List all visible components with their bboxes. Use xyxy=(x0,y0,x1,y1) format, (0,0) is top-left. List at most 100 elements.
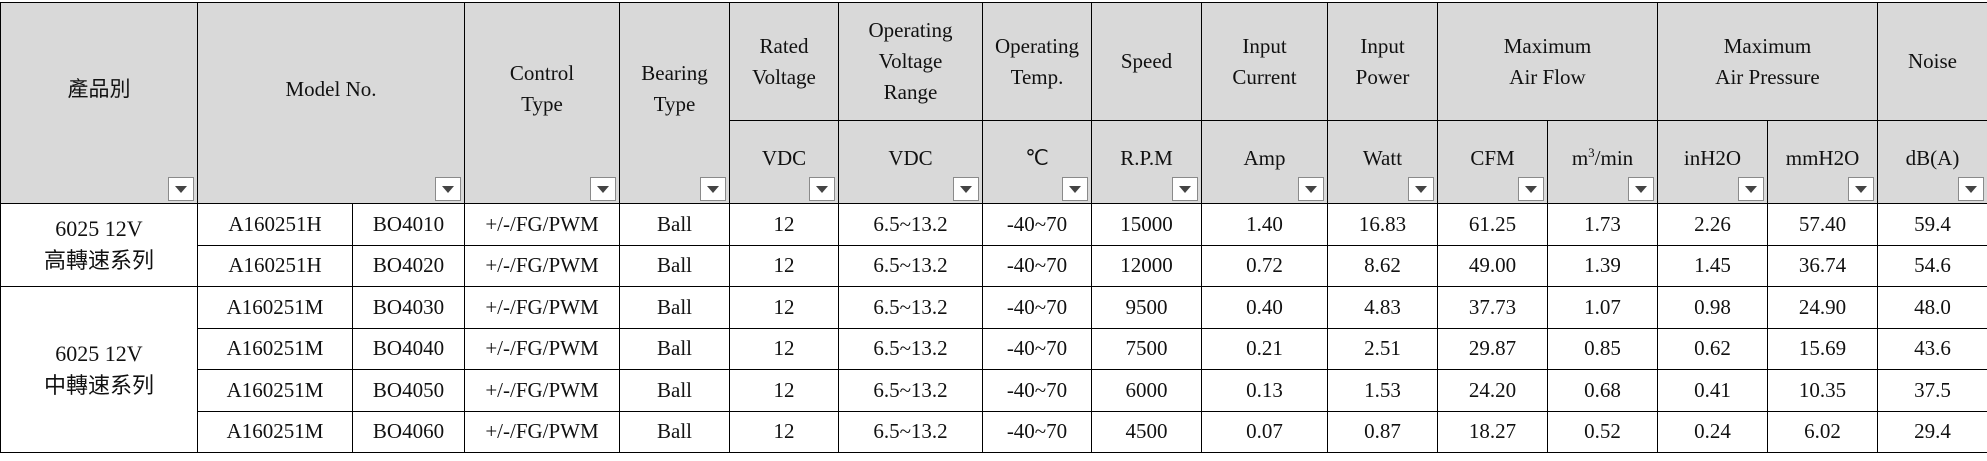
filter-dropdown-button[interactable] xyxy=(1062,177,1088,201)
cell-rated-voltage: 12 xyxy=(729,410,839,453)
dropdown-arrow-icon xyxy=(442,185,454,193)
cell-noise: 43.6 xyxy=(1877,327,1987,370)
unit-input-current: Amp xyxy=(1201,120,1328,204)
cell-temp: -40~70 xyxy=(982,327,1092,370)
cell-part: BO4050 xyxy=(352,369,465,412)
filter-dropdown-button[interactable] xyxy=(953,177,979,201)
unit-noise: dB(A) xyxy=(1877,120,1987,204)
dropdown-arrow-icon xyxy=(816,185,828,193)
cell-model: A160251H xyxy=(197,203,353,246)
cell-speed: 15000 xyxy=(1091,203,1202,246)
unit-input-power: Watt xyxy=(1327,120,1438,204)
series-cell: 6025 12V 高轉速系列 xyxy=(0,203,198,287)
table-row: A160251M BO4040 +/-/FG/PWM Ball 12 6.5~1… xyxy=(1,327,1987,370)
filter-dropdown-button[interactable] xyxy=(435,177,461,201)
cell-part: BO4030 xyxy=(352,286,465,329)
filter-dropdown-button[interactable] xyxy=(1628,177,1654,201)
cell-current: 0.13 xyxy=(1201,369,1328,412)
cell-bearing: Ball xyxy=(619,327,730,370)
filter-dropdown-button[interactable] xyxy=(590,177,616,201)
unit-rated-voltage: VDC xyxy=(729,120,839,204)
cell-inh2o: 0.24 xyxy=(1657,410,1768,453)
filter-dropdown-button[interactable] xyxy=(1738,177,1764,201)
cell-control-type: +/-/FG/PWM xyxy=(464,369,620,412)
cell-temp: -40~70 xyxy=(982,410,1092,453)
filter-dropdown-button[interactable] xyxy=(1408,177,1434,201)
cell-part: BO4020 xyxy=(352,244,465,287)
cell-mmh2o: 36.74 xyxy=(1767,244,1878,287)
cell-temp: -40~70 xyxy=(982,286,1092,329)
unit-pressure-inh2o: inH2O xyxy=(1657,120,1768,204)
cell-rated-voltage: 12 xyxy=(729,369,839,412)
cell-cfm: 49.00 xyxy=(1437,244,1548,287)
cell-current: 1.40 xyxy=(1201,203,1328,246)
spec-table: 產品別 Model No. Control Type Bearing Type Ra… xyxy=(0,2,1987,453)
cell-voltage-range: 6.5~13.2 xyxy=(838,244,983,287)
filter-dropdown-button[interactable] xyxy=(700,177,726,201)
cell-bearing: Ball xyxy=(619,203,730,246)
header-bearing-type: Bearing Type xyxy=(619,2,730,204)
cell-speed: 9500 xyxy=(1091,286,1202,329)
cell-cfm: 29.87 xyxy=(1437,327,1548,370)
cell-current: 0.72 xyxy=(1201,244,1328,287)
filter-dropdown-button[interactable] xyxy=(1172,177,1198,201)
dropdown-arrow-icon xyxy=(1415,185,1427,193)
header-max-air-flow: Maximum Air Flow xyxy=(1437,2,1658,121)
header-max-air-pressure: Maximum Air Pressure xyxy=(1657,2,1878,121)
dropdown-arrow-icon xyxy=(1855,185,1867,193)
dropdown-arrow-icon xyxy=(175,185,187,193)
cell-m3-min: 1.07 xyxy=(1547,286,1658,329)
dropdown-arrow-icon xyxy=(1965,185,1977,193)
filter-dropdown-button[interactable] xyxy=(1958,177,1984,201)
cell-inh2o: 0.98 xyxy=(1657,286,1768,329)
cell-cfm: 61.25 xyxy=(1437,203,1548,246)
header-model-no: Model No. xyxy=(197,2,465,204)
filter-dropdown-button[interactable] xyxy=(1848,177,1874,201)
filter-dropdown-button[interactable] xyxy=(168,177,194,201)
cell-model: A160251H xyxy=(197,244,353,287)
cell-m3-min: 0.52 xyxy=(1547,410,1658,453)
cell-inh2o: 2.26 xyxy=(1657,203,1768,246)
cell-control-type: +/-/FG/PWM xyxy=(464,244,620,287)
cell-m3-min: 0.85 xyxy=(1547,327,1658,370)
cell-mmh2o: 15.69 xyxy=(1767,327,1878,370)
cell-model: A160251M xyxy=(197,369,353,412)
unit-pressure-mmh2o: mmH2O xyxy=(1767,120,1878,204)
table-row: A160251H BO4020 +/-/FG/PWM Ball 12 6.5~1… xyxy=(1,244,1987,287)
cell-speed: 6000 xyxy=(1091,369,1202,412)
cell-temp: -40~70 xyxy=(982,369,1092,412)
dropdown-arrow-icon xyxy=(1635,185,1647,193)
header-control-type: Control Type xyxy=(464,2,620,204)
filter-dropdown-button[interactable] xyxy=(1518,177,1544,201)
cell-power: 16.83 xyxy=(1327,203,1438,246)
cell-rated-voltage: 12 xyxy=(729,286,839,329)
cell-speed: 12000 xyxy=(1091,244,1202,287)
cell-m3-min: 0.68 xyxy=(1547,369,1658,412)
cell-model: A160251M xyxy=(197,327,353,370)
header-input-power: Input Power xyxy=(1327,2,1438,121)
cell-power: 0.87 xyxy=(1327,410,1438,453)
dropdown-arrow-icon xyxy=(960,185,972,193)
cell-rated-voltage: 12 xyxy=(729,327,839,370)
cell-bearing: Ball xyxy=(619,410,730,453)
unit-air-flow-m3-min: m3/min xyxy=(1547,120,1658,204)
table-row: A160251M BO4060 +/-/FG/PWM Ball 12 6.5~1… xyxy=(1,410,1987,453)
cell-rated-voltage: 12 xyxy=(729,244,839,287)
cell-temp: -40~70 xyxy=(982,203,1092,246)
header-operating-temp: Operating Temp. xyxy=(982,2,1092,121)
series-cell: 6025 12V 中轉速系列 xyxy=(0,286,198,453)
cell-cfm: 24.20 xyxy=(1437,369,1548,412)
unit-operating-temp: ℃ xyxy=(982,120,1092,204)
cell-voltage-range: 6.5~13.2 xyxy=(838,410,983,453)
filter-dropdown-button[interactable] xyxy=(1298,177,1324,201)
filter-dropdown-button[interactable] xyxy=(809,177,835,201)
cell-mmh2o: 57.40 xyxy=(1767,203,1878,246)
dropdown-arrow-icon xyxy=(1305,185,1317,193)
cell-control-type: +/-/FG/PWM xyxy=(464,410,620,453)
cell-rated-voltage: 12 xyxy=(729,203,839,246)
cell-control-type: +/-/FG/PWM xyxy=(464,286,620,329)
cell-bearing: Ball xyxy=(619,286,730,329)
unit-operating-voltage-range: VDC xyxy=(838,120,983,204)
cell-mmh2o: 6.02 xyxy=(1767,410,1878,453)
cell-control-type: +/-/FG/PWM xyxy=(464,203,620,246)
